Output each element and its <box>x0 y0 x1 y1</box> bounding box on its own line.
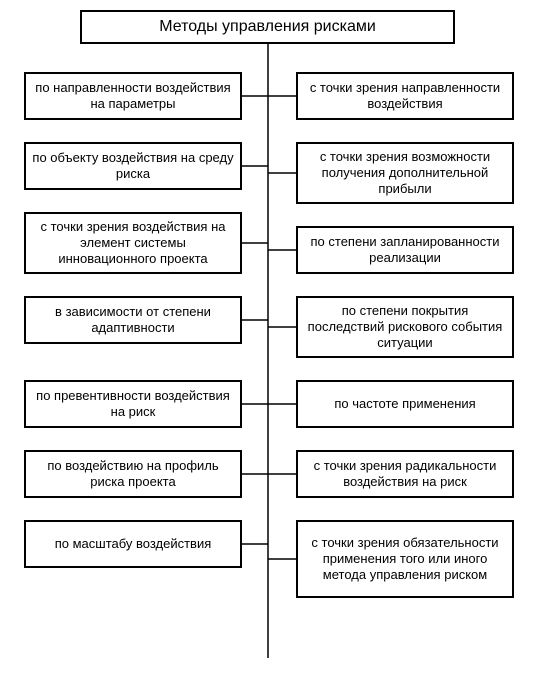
title-box: Методы управления рисками <box>80 10 455 44</box>
node-label: по масштабу воздействия <box>55 536 212 552</box>
left-node-l6: по воздействию на профиль риска проекта <box>24 450 242 498</box>
node-label: с точки зрения воздействия на элемент си… <box>32 219 234 268</box>
left-node-l1: по направленности воздействия на парамет… <box>24 72 242 120</box>
left-node-l2: по объекту воздействия на среду риска <box>24 142 242 190</box>
node-label: с точки зрения обязательности применения… <box>304 535 506 584</box>
right-node-r3: по степени запланированности реализации <box>296 226 514 274</box>
left-node-l3: с точки зрения воздействия на элемент си… <box>24 212 242 274</box>
right-node-r6: с точки зрения радикальности воздействия… <box>296 450 514 498</box>
node-label: по объекту воздействия на среду риска <box>32 150 234 183</box>
right-node-r4: по степени покрытия последствий рисковог… <box>296 296 514 358</box>
right-node-r1: с точки зрения направленности воздействи… <box>296 72 514 120</box>
node-label: с точки зрения направленности воздействи… <box>304 80 506 113</box>
right-node-r5: по частоте применения <box>296 380 514 428</box>
node-label: по превентивности воздействия на риск <box>32 388 234 421</box>
node-label: по степени запланированности реализации <box>304 234 506 267</box>
right-node-r2: с точки зрения возможности получения доп… <box>296 142 514 204</box>
node-label: по частоте применения <box>334 396 475 412</box>
node-label: с точки зрения радикальности воздействия… <box>304 458 506 491</box>
left-node-l7: по масштабу воздействия <box>24 520 242 568</box>
title-text: Методы управления рисками <box>159 17 376 37</box>
left-node-l5: по превентивности воздействия на риск <box>24 380 242 428</box>
left-node-l4: в зависимости от степени адаптивности <box>24 296 242 344</box>
right-node-r7: с точки зрения обязательности применения… <box>296 520 514 598</box>
node-label: по воздействию на профиль риска проекта <box>32 458 234 491</box>
node-label: по направленности воздействия на парамет… <box>32 80 234 113</box>
node-label: с точки зрения возможности получения доп… <box>304 149 506 198</box>
node-label: в зависимости от степени адаптивности <box>32 304 234 337</box>
node-label: по степени покрытия последствий рисковог… <box>304 303 506 352</box>
